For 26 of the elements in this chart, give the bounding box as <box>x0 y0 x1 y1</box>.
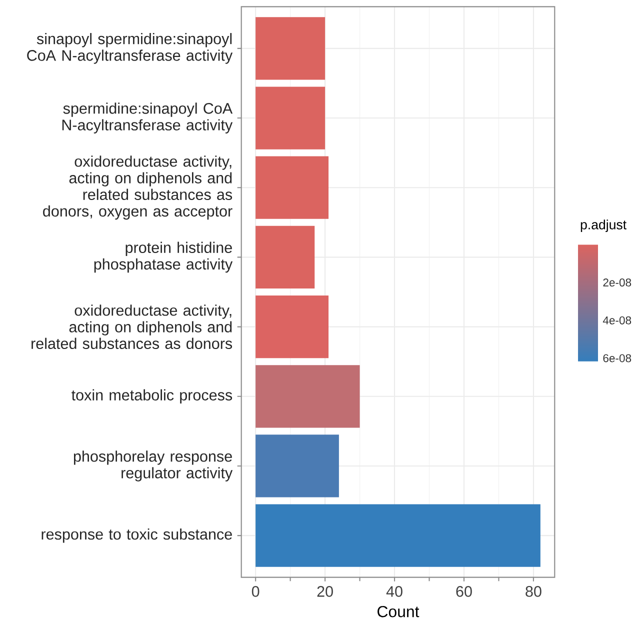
x-tick-label: 20 <box>317 586 333 597</box>
bar <box>256 16 326 80</box>
bar <box>256 434 339 498</box>
x-tick-label: 40 <box>386 586 402 597</box>
color-bar-label: 4e-08 <box>602 316 632 324</box>
bar <box>256 295 329 358</box>
bar <box>256 504 540 567</box>
y-tick-label: response to toxic substance <box>42 528 232 543</box>
color-bar-label: 6e-08 <box>603 354 632 362</box>
x-axis-title: Count <box>378 606 420 618</box>
bar <box>256 156 329 219</box>
y-tick-label: protein histidine phosphatase activity <box>94 242 233 272</box>
x-tick-label: 60 <box>456 586 472 597</box>
color-bar-title: p.adjust <box>580 219 626 232</box>
color-bar-label: 2e-08 <box>603 278 632 286</box>
bar <box>256 86 326 150</box>
y-tick-label: oxidoreductase activity, acting on diphenols and related substances as donors <box>32 304 232 349</box>
x-tick-label: 80 <box>526 586 542 597</box>
y-tick-label: oxidoreductase activity, acting on diphenols and related substances as donors, oxygen as acceptor <box>43 155 232 220</box>
y-tick-label: spermidine:sinapoyl CoA N-acyltransferase activity <box>62 102 233 134</box>
y-tick-label: phosphorelay response regulator activity <box>74 450 233 482</box>
y-tick-label: sinapoyl spermidine:sinapoyl CoA N-acyltransferase activity <box>27 32 233 64</box>
bar <box>256 364 360 428</box>
bar <box>256 226 315 288</box>
y-tick-label: toxin metabolic process <box>72 389 232 404</box>
x-tick-label: 0 <box>252 586 260 597</box>
